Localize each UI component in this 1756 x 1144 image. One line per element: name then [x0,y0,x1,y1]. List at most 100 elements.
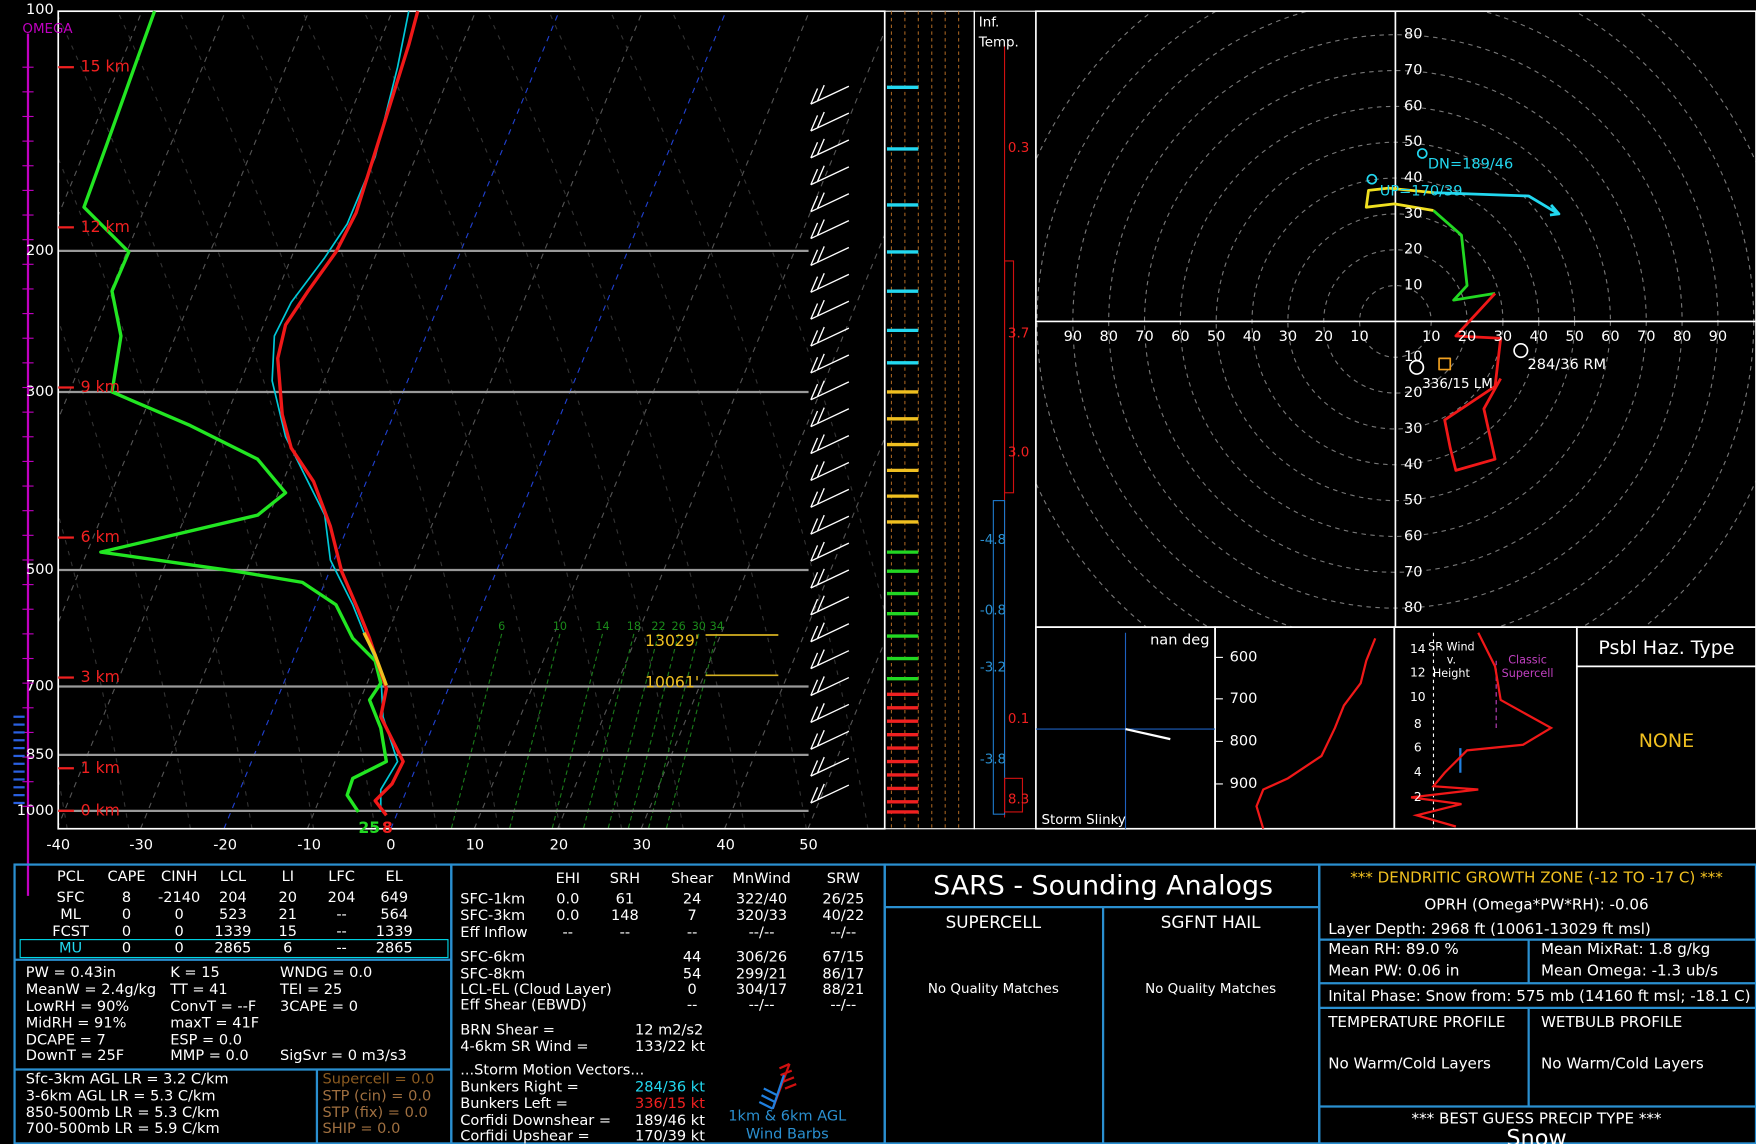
temp-label: -30 [129,837,153,854]
storm-motion-label: Bunkers Left = [460,1095,568,1112]
kin-header: EHI [556,870,580,887]
panel-dgz [1318,863,1756,1144]
srwind-title: v. [1447,654,1456,667]
parcel-cell: ML [60,906,82,923]
hodo-ring-label: 80 [1099,328,1118,345]
hodograph-trace [1364,148,1561,472]
mixing-ratio-label: 30 [692,620,706,633]
hodo-ring-label: 30 [1404,420,1423,437]
hodo-ring-label: 40 [1404,169,1423,186]
kin-cell: 44 [683,949,702,966]
kin-header: SRW [827,870,860,887]
kin-cell: -- [620,924,631,941]
wind-barb [810,595,850,616]
wind-barb [810,326,850,347]
isotherm [223,11,560,829]
kin-label: Eff Shear (EBWD) [460,997,586,1014]
wind-barb [810,434,850,455]
parcel-header: EL [386,868,404,885]
dry-adiabat [58,318,191,829]
index-value: maxT = 41F [170,1015,259,1032]
srwind-tick: 10 [1410,690,1426,704]
inferred-value: 3.7 [1008,327,1029,342]
sfc-temp: 8 [382,818,393,837]
hodo-ring-label: 50 [1207,328,1226,345]
parcel-header: CAPE [108,868,146,885]
index-value: TT = 41 [169,981,227,998]
dry-adiabat [58,156,253,829]
kin-cell: 24 [683,890,702,907]
parcel-cell: 2865 [376,940,413,957]
inferred-cold-bar [992,500,1006,815]
kin-cell: --/-- [749,997,775,1014]
sars-header: SGFNT HAIL [1161,912,1261,932]
dgz-text: No Warm/Cold Layers [1328,1054,1491,1072]
wind-barb [810,111,850,132]
sars-result: No Quality Matches [1145,982,1276,997]
sars-result: No Quality Matches [928,982,1059,997]
hodo-ring-label: 20 [1314,328,1333,345]
hodo-ring-label: 20 [1404,384,1423,401]
wind-barb [810,488,850,508]
dgz-text: Layer Depth: 2968 ft (10061-13029 ft msl… [1328,920,1651,938]
hodo-ring-label: 70 [1404,563,1423,580]
kin-label: SFC-3km [460,907,525,924]
parcel-cell: 21 [279,906,298,923]
index-value: K = 15 [170,964,220,981]
parcel-header: LFC [328,868,355,885]
kin-cell: 88/21 [822,981,864,998]
dry-adiabat [363,11,623,829]
srwind-title: SR Wind [1428,640,1475,653]
storm-motion-value: 284/36 kt [635,1078,705,1095]
dgz-text: No Warm/Cold Layers [1541,1054,1704,1072]
dgz-text: Mean RH: 89.0 % [1328,940,1459,958]
wind-barb [810,299,850,320]
mixing-ratio-label: 10 [553,620,567,633]
storm-motion-label: Corfidi Downshear = [460,1112,611,1129]
pressure-label: 100 [26,1,54,18]
hodo-ring-label: 50 [1565,328,1584,345]
hodo-annotation: UP=170/39 [1380,183,1463,200]
kin-cell: -- [563,924,574,941]
lapse-rate: Sfc-3km AGL LR = 3.2 C/km [26,1071,229,1088]
kin-header: MnWind [732,870,790,887]
kin-cell: 67/15 [822,949,864,966]
theta-label: 700 [1230,690,1258,707]
temp-label: 40 [716,837,735,854]
kin-header: Shear [671,870,713,887]
isotherm [640,233,885,829]
kin-label: SFC-6km [460,949,525,966]
storm-motion-label: Corfidi Upshear = [460,1128,589,1144]
wind-barb [810,568,850,589]
parcel-cell: 2865 [214,940,251,957]
wind-barb [810,138,850,159]
dry-adiabat [671,11,885,615]
kin-label: SFC-8km [460,965,525,982]
parcel-header: LCL [220,868,247,885]
hodo-mid-upper [1364,186,1434,212]
hodo-annotation: 284/36 RM [1528,356,1606,373]
parcel-cell: 0 [175,923,184,940]
kin-cell: 322/40 [736,890,787,907]
pressure-label: 850 [26,746,54,763]
hodo-low [1443,292,1503,472]
hodo-ring-label: 90 [1064,328,1083,345]
wind-barb [810,192,850,213]
dgz-level: 10061' [645,673,699,692]
hodo-ring-label: 60 [1404,97,1423,114]
kin-label: SFC-1km [460,890,525,907]
hodo-ring-label: 30 [1494,328,1513,345]
sfc-dewpoint: 25 [358,818,380,837]
wind-barb [810,703,850,723]
composite: STP (fix) = 0.0 [323,1104,428,1121]
composite: Supercell = 0.0 [323,1071,435,1088]
storm-motion-label: Bunkers Right = [460,1078,579,1095]
wind-barb [810,219,850,240]
wind-barbs [810,84,850,804]
temp-label: 10 [466,837,485,854]
kin-cell: 61 [616,890,635,907]
kin-cell: -- [687,924,698,941]
dry-adiabat [301,11,561,829]
dry-adiabat [240,11,499,829]
inferred-value: 0.1 [1008,712,1029,727]
